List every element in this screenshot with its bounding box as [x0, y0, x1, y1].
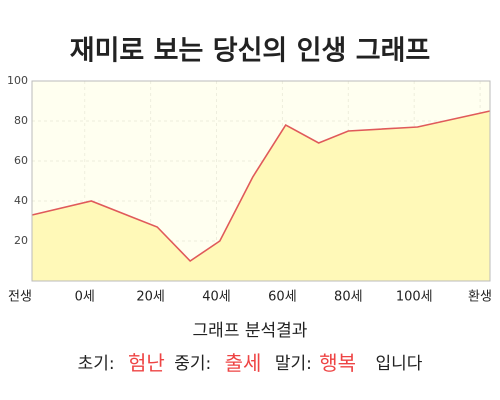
- x-tick-label: 0세: [75, 290, 95, 305]
- x-tick-label: 60세: [268, 290, 297, 305]
- y-tick-label: 100: [7, 74, 28, 87]
- label: 초기:: [78, 354, 115, 374]
- y-tick-label: 20: [14, 234, 28, 247]
- plot-border: [31, 80, 491, 282]
- analysis-title: 그래프 분석결과: [193, 321, 308, 341]
- y-tick-label: 80: [14, 114, 28, 127]
- ending: 입니다: [376, 354, 423, 374]
- x-tick-label: 환생: [468, 290, 492, 305]
- result: 험난: [128, 351, 165, 375]
- label: 중기:: [174, 354, 211, 374]
- result: 행복: [319, 351, 356, 375]
- analysis-result: 초기: 험난 중기: 출세 말기: 행복 입니다: [78, 351, 423, 375]
- x-tick-label: 40세: [202, 290, 231, 305]
- chart-title: 재미로 보는 당신의 인생 그래프: [70, 36, 431, 67]
- line: [31, 110, 491, 263]
- y-tick-label: 60: [14, 154, 28, 167]
- area: [32, 111, 490, 281]
- x-tick-label: 20세: [136, 290, 165, 305]
- label: 말기:: [275, 354, 312, 374]
- x-tick-label: 전생: [8, 290, 32, 305]
- y-tick-label: 40: [14, 194, 28, 207]
- x-tick-label: 80세: [334, 290, 363, 305]
- result: 출세: [225, 351, 262, 375]
- x-tick-label: 100세: [396, 290, 433, 305]
